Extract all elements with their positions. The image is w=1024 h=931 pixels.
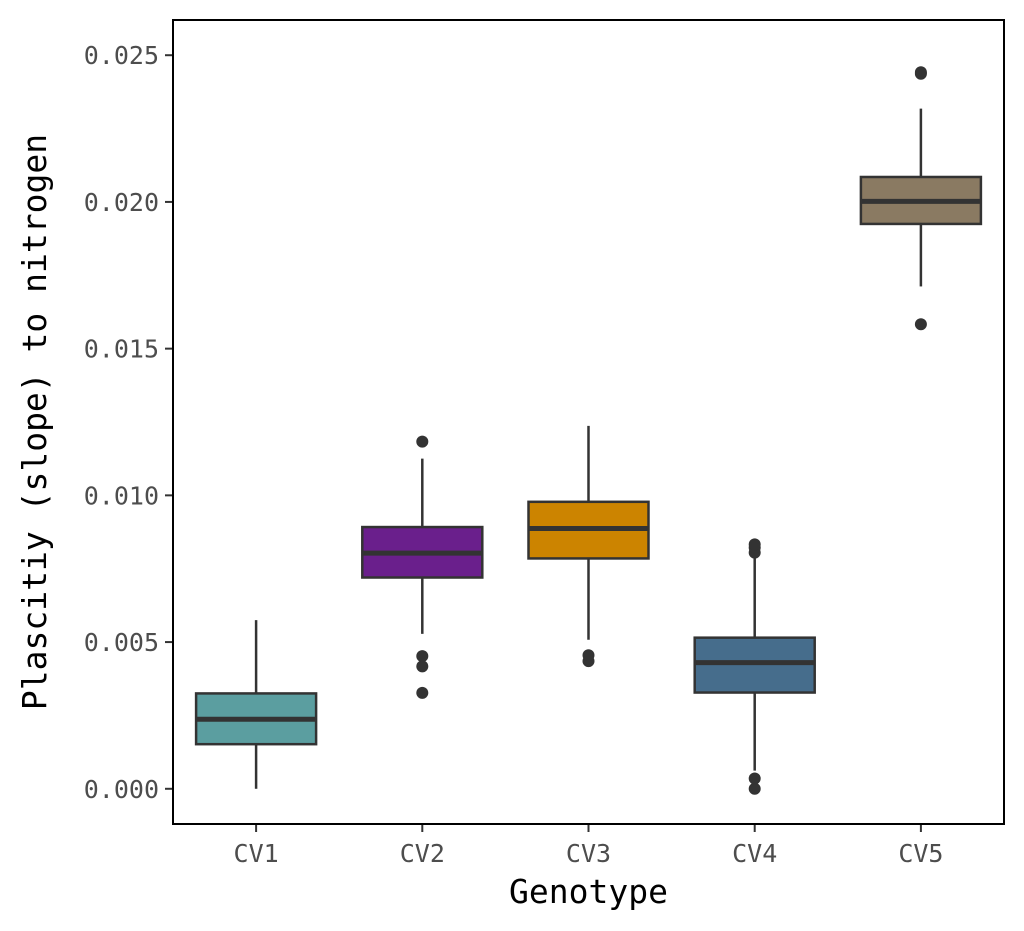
y-tick-label: 0.025 [84, 41, 159, 70]
y-axis-title: Plascitiy (slope) to nitrogen [15, 134, 54, 710]
y-tick-label: 0.005 [84, 628, 159, 657]
box-cv5 [859, 66, 983, 331]
outlier-point [416, 660, 429, 673]
box-cv2 [361, 435, 484, 699]
y-tick-label: 0.000 [84, 775, 159, 804]
outlier-point [582, 649, 595, 662]
boxes-layer [194, 66, 983, 795]
x-axis: CV1 CV2 CV3 CV4 CV5 [234, 824, 943, 868]
panel-border [172, 19, 1005, 825]
box-cv3 [527, 425, 650, 668]
box-cv1 [194, 620, 318, 789]
outlier-point [914, 66, 927, 79]
outlier-point [748, 772, 761, 785]
box-cv4 [693, 538, 816, 795]
x-axis-title: Genotype [509, 872, 668, 911]
outlier-point [416, 435, 429, 448]
x-tick-label: CV5 [898, 839, 943, 868]
outlier-point [748, 782, 761, 795]
x-tick-label: CV2 [400, 839, 445, 868]
outlier-point [748, 538, 761, 551]
y-axis: 0.000 0.005 0.010 0.015 0.020 0.025 [84, 41, 173, 804]
x-tick-label: CV4 [732, 839, 777, 868]
y-tick-label: 0.010 [84, 481, 159, 510]
outlier-point [416, 686, 429, 699]
outlier-point [416, 650, 429, 663]
y-tick-label: 0.020 [84, 188, 159, 217]
x-tick-label: CV1 [234, 839, 279, 868]
x-tick-label: CV3 [566, 839, 611, 868]
y-tick-label: 0.015 [84, 335, 159, 364]
outlier-point [914, 318, 927, 331]
